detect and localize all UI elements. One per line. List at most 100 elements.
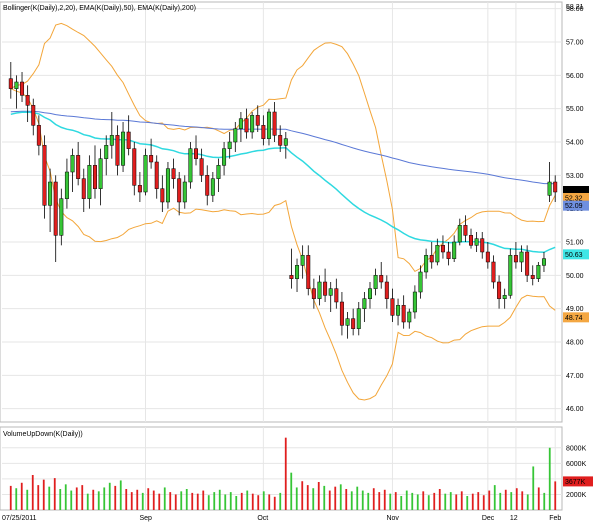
candle-body <box>317 281 322 299</box>
candle-body <box>553 181 558 193</box>
volume-bar <box>163 487 166 510</box>
volume-bar <box>26 489 29 510</box>
candle-body <box>463 225 468 236</box>
price-tick-label: 46.00 <box>566 406 584 413</box>
candle-body <box>210 178 215 196</box>
time-axis-label: Dec <box>482 515 495 522</box>
time-axis-label: Nov <box>386 515 399 522</box>
volume-bar <box>257 495 260 510</box>
volume-bar <box>488 490 491 510</box>
volume-bar <box>169 492 172 510</box>
volume-bar <box>53 478 56 510</box>
candle-body <box>519 251 524 263</box>
bollinger-lower-line <box>10 88 556 401</box>
candle-body <box>469 235 474 246</box>
volume-bar <box>510 492 513 510</box>
price-tag-label: 52.09 <box>565 203 583 210</box>
price-panel-header: Bollinger(K(Daily),2,20), EMA(K(Daily),5… <box>3 5 196 12</box>
volume-bar <box>114 485 117 510</box>
volume-bar <box>103 487 106 510</box>
candle-body <box>440 245 445 253</box>
volume-bar <box>64 484 67 510</box>
price-tag-label: 50.63 <box>565 252 583 259</box>
volume-bar <box>515 488 518 510</box>
candle-body <box>59 198 64 236</box>
candle-body <box>368 288 372 299</box>
candle-body <box>525 251 530 276</box>
candle-body <box>171 168 176 179</box>
volume-bar <box>251 493 254 510</box>
candle-body <box>177 178 182 203</box>
volume-bar <box>400 496 403 510</box>
candle-body <box>14 81 19 89</box>
volume-bar <box>273 496 276 510</box>
candle-body <box>295 265 300 279</box>
price-tag-label: 52.32 <box>565 196 583 203</box>
candle-body <box>222 148 227 166</box>
candle-body <box>188 148 193 183</box>
volume-bar <box>493 485 496 510</box>
price-tick-label: 58.00 <box>566 6 584 13</box>
candle-body <box>121 131 126 166</box>
candle-body <box>339 301 344 326</box>
volume-bar <box>444 493 447 510</box>
candle-body <box>227 141 232 149</box>
volume-tick-label: 2000K <box>566 492 587 499</box>
volume-bar <box>141 492 144 510</box>
candle-body <box>424 255 429 273</box>
candle-body <box>536 265 541 279</box>
candle-body <box>87 165 92 199</box>
volume-bar <box>449 492 452 510</box>
volume-bar <box>367 492 370 510</box>
candle-body <box>541 258 546 266</box>
candle-body <box>272 111 277 136</box>
volume-bar <box>543 492 546 510</box>
candle-body <box>165 168 170 203</box>
candle-body <box>76 155 81 179</box>
volume-bar <box>284 437 287 510</box>
candle-body <box>362 298 367 309</box>
price-tag <box>563 312 589 323</box>
candle-body <box>261 125 266 139</box>
volume-bar <box>31 475 34 510</box>
price-tick-label: 54.00 <box>566 140 584 147</box>
candle-body <box>401 305 406 323</box>
price-tick-label: 47.00 <box>566 373 584 380</box>
candle-body <box>194 148 198 159</box>
volume-bar <box>477 492 480 510</box>
volume-bar <box>240 492 243 510</box>
volume-bar <box>75 487 78 510</box>
candle-body <box>278 135 283 146</box>
volume-bar <box>499 492 502 510</box>
candle-body <box>233 128 238 143</box>
volume-bar <box>394 492 397 510</box>
candle-body <box>485 251 490 263</box>
candle-body <box>407 311 412 323</box>
candle-body <box>137 185 142 193</box>
candle-body <box>396 305 401 316</box>
volume-bar <box>268 494 271 510</box>
volume-bar <box>356 486 359 510</box>
ema50-line <box>10 111 556 254</box>
volume-bar <box>246 490 249 510</box>
candle-body <box>351 318 356 329</box>
candle-body <box>345 318 350 326</box>
price-panel <box>0 1 563 423</box>
volume-bar <box>427 495 430 510</box>
candle-body <box>480 238 485 253</box>
price-tick-label: 57.00 <box>566 40 584 47</box>
candle-body <box>384 281 389 299</box>
candle-body <box>182 181 187 203</box>
volume-bar <box>86 493 89 510</box>
volume-bar <box>317 482 320 510</box>
candle-body <box>126 131 131 149</box>
candle-body <box>98 158 103 189</box>
candle-body <box>199 158 204 176</box>
candle-body <box>149 155 154 163</box>
candle-body <box>154 161 159 189</box>
volume-bar <box>108 482 111 510</box>
volume-bar <box>59 489 62 510</box>
volume-bar <box>97 491 100 510</box>
candle-body <box>70 155 75 173</box>
price-tick-label: 53.00 <box>566 173 584 180</box>
